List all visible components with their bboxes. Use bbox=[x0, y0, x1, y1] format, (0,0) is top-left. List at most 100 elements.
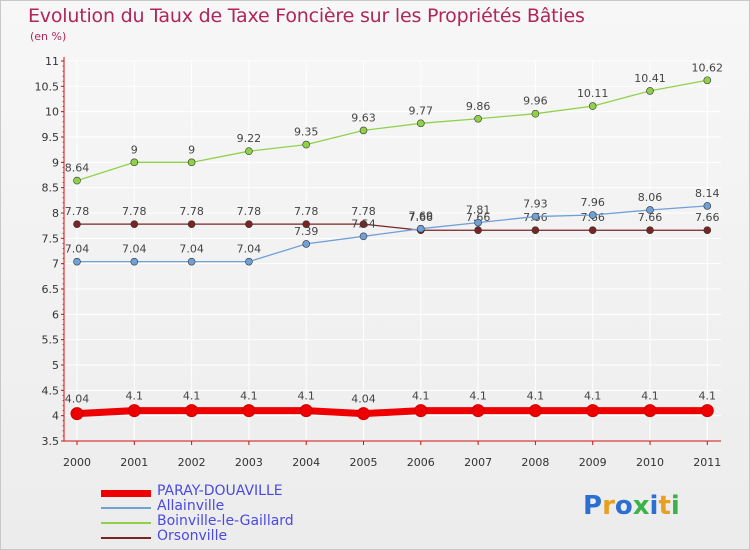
data-label: 9.22 bbox=[237, 132, 262, 145]
data-label: 9.35 bbox=[294, 126, 319, 139]
x-tick-label: 2004 bbox=[292, 456, 320, 469]
legend-swatch bbox=[101, 507, 151, 509]
data-point bbox=[474, 114, 482, 123]
y-tick-label: 9 bbox=[52, 156, 59, 169]
legend-label: PARAY-DOUAVILLE bbox=[157, 483, 283, 499]
data-point bbox=[359, 220, 368, 228]
data-point bbox=[474, 218, 482, 227]
data-label: 7.04 bbox=[179, 243, 204, 256]
data-label: 8.06 bbox=[638, 191, 663, 204]
data-point bbox=[588, 102, 597, 110]
x-tick-label: 2002 bbox=[178, 456, 206, 469]
data-label: 7.78 bbox=[237, 205, 262, 218]
data-point bbox=[700, 404, 714, 418]
data-label: 7.78 bbox=[179, 205, 204, 218]
data-point bbox=[531, 109, 540, 118]
data-point bbox=[531, 226, 540, 235]
y-tick-label: 6.5 bbox=[42, 283, 60, 296]
series-line bbox=[77, 223, 708, 231]
data-point bbox=[302, 140, 311, 149]
data-point bbox=[70, 407, 84, 421]
data-label: 7.39 bbox=[294, 225, 319, 238]
data-point bbox=[127, 404, 141, 418]
data-label: 9.77 bbox=[409, 104, 434, 117]
data-point bbox=[359, 232, 368, 241]
data-label: 7.78 bbox=[351, 205, 376, 218]
data-label: 7.66 bbox=[638, 211, 663, 224]
legend-swatch bbox=[101, 522, 151, 524]
data-label: 9.63 bbox=[351, 111, 376, 124]
data-point bbox=[416, 119, 425, 128]
data-point bbox=[414, 404, 428, 418]
y-tick-label: 10 bbox=[45, 106, 59, 119]
data-point bbox=[416, 224, 425, 233]
data-label: 7.81 bbox=[466, 204, 491, 217]
data-label: 7.78 bbox=[122, 205, 147, 218]
data-point bbox=[187, 220, 196, 228]
data-point bbox=[588, 211, 597, 219]
data-point bbox=[357, 407, 370, 421]
data-label: 7.04 bbox=[122, 243, 147, 256]
logo-letter: i bbox=[649, 491, 659, 521]
data-label: 7.66 bbox=[695, 211, 720, 224]
data-label: 10.11 bbox=[577, 87, 609, 100]
series-line bbox=[77, 205, 708, 263]
logo-letter: t bbox=[658, 491, 671, 521]
x-tick-label: 2000 bbox=[63, 456, 91, 469]
data-point bbox=[302, 240, 311, 248]
y-tick-label: 5.5 bbox=[42, 334, 60, 347]
data-label: 7.66 bbox=[409, 211, 434, 224]
logo-letter: r bbox=[602, 491, 615, 521]
y-tick-label: 6 bbox=[52, 308, 59, 321]
data-label: 4.1 bbox=[183, 390, 201, 403]
chart-title: Evolution du Taux de Taxe Foncière sur l… bbox=[28, 5, 585, 27]
data-point bbox=[646, 87, 654, 95]
x-tick-label: 2001 bbox=[120, 456, 148, 469]
data-point bbox=[302, 220, 311, 228]
data-label: 4.1 bbox=[699, 390, 717, 403]
y-tick-label: 9.5 bbox=[42, 131, 60, 144]
series-line bbox=[76, 79, 708, 182]
chart-unit-label: (en %) bbox=[30, 30, 67, 43]
data-label: 4.1 bbox=[527, 390, 545, 403]
data-point bbox=[73, 220, 81, 228]
data-point bbox=[245, 147, 253, 155]
data-label: 8.64 bbox=[65, 162, 90, 175]
data-point bbox=[187, 257, 196, 266]
x-tick-label: 2011 bbox=[693, 456, 721, 469]
data-label: 10.62 bbox=[692, 61, 724, 74]
y-tick-label: 10.5 bbox=[35, 80, 60, 93]
series-line bbox=[76, 407, 708, 418]
legend-swatch bbox=[101, 490, 151, 497]
y-tick-label: 3.5 bbox=[42, 435, 60, 448]
y-tick-label: 7 bbox=[52, 258, 59, 271]
data-point bbox=[643, 404, 657, 418]
data-point bbox=[474, 226, 482, 235]
x-tick-label: 2010 bbox=[636, 456, 664, 469]
legend-label: Boinville-le-Gaillard bbox=[157, 513, 294, 529]
data-label: 7.54 bbox=[351, 217, 376, 230]
data-point bbox=[703, 76, 712, 85]
data-point bbox=[471, 404, 485, 418]
data-point bbox=[245, 257, 253, 266]
legend-swatch bbox=[101, 537, 151, 539]
data-label: 4.1 bbox=[126, 390, 144, 403]
data-label: 4.1 bbox=[641, 390, 659, 403]
data-label: 7.78 bbox=[65, 205, 90, 218]
data-point bbox=[528, 404, 542, 418]
proxiti-logo: Proxiti bbox=[583, 491, 680, 521]
y-tick-label: 8.5 bbox=[42, 182, 60, 195]
data-point bbox=[588, 226, 597, 235]
data-point bbox=[703, 226, 712, 235]
x-tick-label: 2007 bbox=[464, 456, 492, 469]
data-point bbox=[130, 158, 139, 167]
data-label: 4.1 bbox=[584, 390, 602, 403]
y-tick-label: 4.5 bbox=[42, 384, 60, 397]
y-tick-label: 11 bbox=[45, 55, 59, 68]
data-point bbox=[245, 220, 253, 228]
y-tick-label: 7.5 bbox=[42, 232, 60, 245]
data-label: 9.96 bbox=[523, 95, 548, 108]
data-label: 4.04 bbox=[65, 393, 90, 406]
legend-label: Allainville bbox=[157, 498, 225, 514]
